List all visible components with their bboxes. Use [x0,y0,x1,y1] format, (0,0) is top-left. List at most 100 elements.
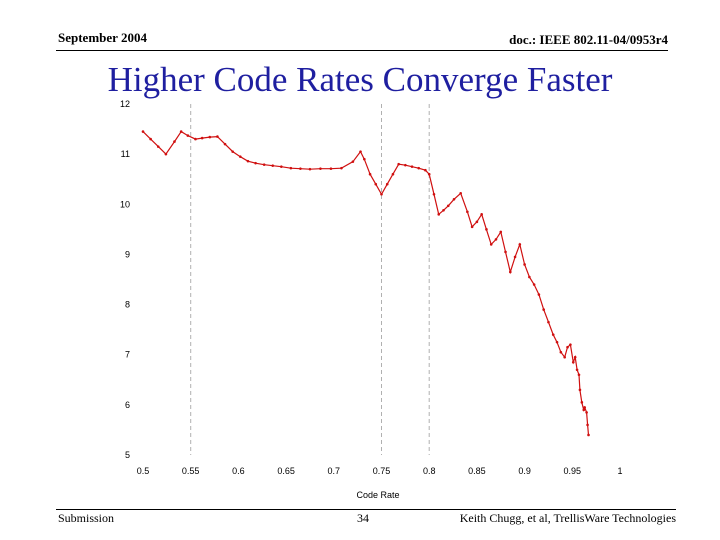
data-point [141,130,145,133]
data-point [200,136,204,140]
data-point [578,388,582,392]
data-point [254,161,257,165]
data-point [299,167,302,170]
data-point [404,163,407,167]
data-point [340,166,343,170]
data-point [351,160,355,163]
data-point [156,145,160,148]
data-point [489,243,493,246]
y-tick-label: 12 [120,99,130,109]
data-point [459,191,462,195]
data-point [208,135,212,139]
data-point [494,238,498,241]
x-tick-label: 0.85 [468,466,486,476]
y-tick-label: 10 [120,199,130,209]
data-point [537,293,541,296]
x-tick-label: 0.5 [137,466,150,476]
data-point [508,270,512,274]
data-point [424,168,427,172]
data-point [466,210,469,214]
data-point [149,137,152,141]
x-tick-label: 0.9 [518,466,531,476]
data-point [329,167,333,170]
data-point [194,137,197,141]
data-point [359,150,362,153]
slide-title: Higher Code Rates Converge Faster [107,60,613,99]
data-point [432,192,436,196]
y-tick-label: 5 [125,450,130,460]
data-point [555,340,559,344]
x-tick-label: 0.55 [182,466,200,476]
data-point [397,162,400,166]
data-point [569,343,572,346]
data-point [271,164,275,167]
series-line [142,130,590,435]
data-point [437,213,441,216]
x-tick-label: 0.8 [423,466,436,476]
data-point [239,155,242,158]
data-point [308,167,312,171]
data-point [427,172,431,176]
data-point [551,333,555,336]
x-axis-ticks: 0.5 0.55 0.6 0.65 0.7 0.75 0.8 0.85 0.9 0.95 1 [137,466,623,476]
x-tick-label: 0.7 [328,466,341,476]
data-point [583,406,587,409]
data-point [374,182,378,186]
data-point [186,134,190,137]
data-point [518,243,522,246]
data-point [470,225,474,229]
data-point [452,197,456,201]
header-doc-id: doc.: IEEE 802.11-04/0953r4 [509,32,668,47]
data-point [475,220,479,224]
reference-lines [190,104,430,455]
y-tick-label: 6 [125,400,130,410]
x-tick-label: 0.95 [564,466,582,476]
data-point [368,172,372,176]
data-point [442,209,445,212]
data-point [179,130,183,133]
data-point [577,373,581,377]
y-axis-ticks: 5 6 7 8 9 10 11 12 [120,99,130,460]
data-point [216,135,219,138]
data-point [580,401,584,404]
header-date: September 2004 [58,30,147,45]
series-group [141,130,590,437]
footer-page-number: 34 [357,511,369,525]
data-point [319,167,322,170]
data-point [173,140,176,143]
data-point [380,192,383,196]
data-point [417,166,421,170]
x-tick-label: 0.65 [277,466,295,476]
data-point [566,345,569,349]
data-point [289,166,293,170]
data-point [513,255,517,259]
data-point [262,163,266,166]
data-point [246,159,250,163]
data-point [223,142,227,146]
data-point [363,157,366,161]
data-point [582,408,586,412]
data-point [391,172,395,176]
footer-submission: Submission [58,511,115,525]
data-point [280,165,283,168]
data-point [547,320,550,324]
x-tick-label: 0.75 [373,466,391,476]
data-point [480,213,483,216]
y-tick-label: 8 [125,300,130,310]
data-point [231,150,234,153]
data-point [504,250,507,254]
data-point [586,423,589,427]
data-point [559,350,563,354]
y-tick-label: 7 [125,350,130,360]
data-point [542,308,545,311]
data-point [532,283,536,286]
data-point [485,228,488,231]
data-point [571,360,575,364]
header-divider [56,50,668,51]
data-point [164,152,168,156]
data-point [528,275,531,279]
y-tick-label: 11 [121,149,130,159]
footer-divider [56,509,676,510]
data-point [446,204,450,208]
